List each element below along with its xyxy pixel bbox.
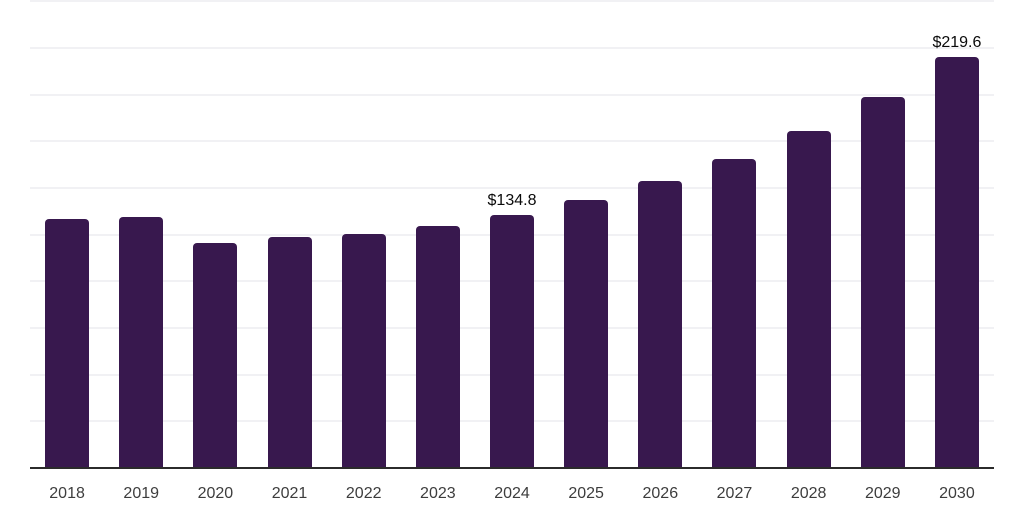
bar-2030 xyxy=(934,56,979,467)
x-tick-label-2019: 2019 xyxy=(123,485,160,502)
bar-2018 xyxy=(45,218,90,467)
gridline xyxy=(30,46,994,49)
plot-area: $134.8 $219.6 xyxy=(30,0,994,469)
bar-2025 xyxy=(564,200,609,467)
x-tick-label-2021: 2021 xyxy=(271,485,308,502)
x-tick-label-2020: 2020 xyxy=(197,485,234,502)
bar-2024 xyxy=(490,215,534,467)
x-tick-label-2024: 2024 xyxy=(494,485,530,502)
bar-2026 xyxy=(638,181,683,467)
x-tick-label-2022: 2022 xyxy=(345,485,382,502)
x-tick-label-2023: 2023 xyxy=(420,485,456,502)
value-label-2024: $134.8 xyxy=(487,192,537,210)
x-tick-label-2028: 2028 xyxy=(790,485,827,502)
bar-2027 xyxy=(712,158,757,467)
x-tick-label-2025: 2025 xyxy=(568,485,604,502)
value-label-2030: $219.6 xyxy=(932,33,982,51)
bar-2021 xyxy=(267,237,312,467)
x-tick-label-2029: 2029 xyxy=(864,485,901,502)
bar-2022 xyxy=(341,233,386,467)
bar-2023 xyxy=(415,226,460,467)
gridline xyxy=(30,186,994,189)
bar-2028 xyxy=(786,130,831,467)
gridline xyxy=(30,140,994,143)
gridline xyxy=(30,0,994,3)
x-tick-label-2026: 2026 xyxy=(642,485,679,502)
x-axis-tick-labels: 2018 2019 2020 2021 2022 2023 2024 2025 2026 2027… xyxy=(30,485,994,505)
x-axis-line xyxy=(30,467,994,469)
bar-2029 xyxy=(860,97,905,467)
x-tick-label-2030: 2030 xyxy=(939,485,975,502)
bar-2020 xyxy=(193,242,238,467)
x-tick-label-2018: 2018 xyxy=(49,485,85,502)
bar-2019 xyxy=(119,216,164,467)
x-tick-label-2027: 2027 xyxy=(716,485,753,502)
gridline xyxy=(30,93,994,96)
